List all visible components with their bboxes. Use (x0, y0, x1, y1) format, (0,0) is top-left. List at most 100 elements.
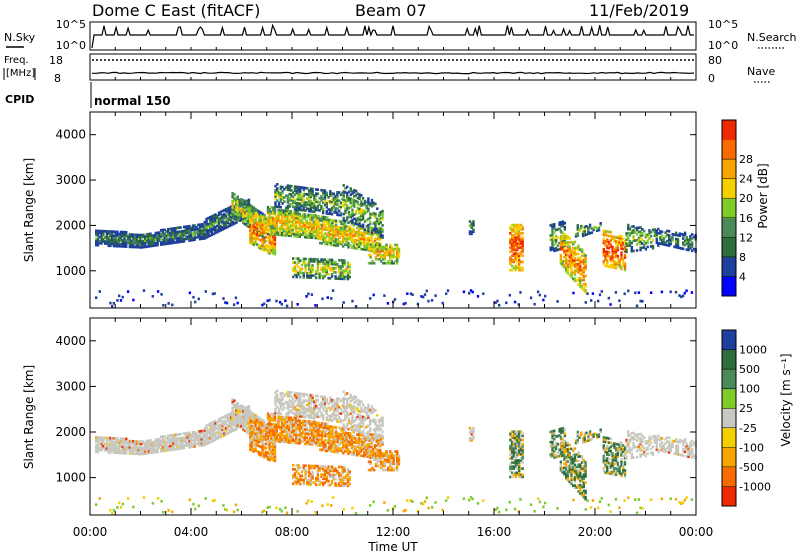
scatter-cell (293, 420, 296, 424)
scatter-cell (273, 246, 277, 250)
scatter-cell (126, 445, 130, 449)
scatter-cell (277, 419, 280, 423)
scatter-cell (321, 297, 324, 301)
scatter-cell (233, 416, 237, 419)
scatter-cell (275, 435, 278, 439)
scatter-cell (152, 442, 156, 446)
scatter-cell (172, 446, 175, 449)
scatter-cell (324, 240, 327, 244)
scatter-cell (270, 250, 273, 254)
scatter-cell (135, 243, 139, 247)
scatter-cell (676, 238, 680, 241)
scatter-cell (119, 445, 123, 449)
scatter-cell (257, 428, 261, 432)
scatter-cell (576, 234, 579, 237)
scatter-cell (191, 224, 195, 228)
scatter-cell (514, 266, 517, 270)
scatter-cell (270, 445, 273, 448)
scatter-cell (135, 235, 139, 239)
scatter-cell (345, 239, 348, 243)
scatter-cell (193, 434, 196, 438)
scatter-cell (217, 420, 221, 423)
scatter-cell (641, 238, 644, 241)
scatter-cell (623, 264, 627, 268)
scatter-cell (298, 219, 301, 222)
scatter-cell (105, 232, 109, 235)
scatter-cell (109, 240, 112, 244)
scatter-cell (299, 394, 302, 398)
scatter-cell (292, 191, 295, 194)
scatter-cell (575, 263, 578, 266)
scatter-cell (205, 440, 208, 444)
scatter-cell (297, 259, 300, 263)
scatter-cell (607, 242, 611, 246)
scatter-cell (369, 214, 372, 218)
scatter-cell (307, 397, 311, 401)
scatter-cell (300, 431, 303, 435)
scatter-cell (338, 191, 341, 194)
scatter-cell (343, 231, 347, 234)
scatter-cell (272, 427, 275, 431)
scatter-cell (297, 265, 300, 269)
scatter-cell (302, 413, 305, 417)
scatter-cell (280, 434, 284, 437)
scatter-cell (306, 413, 309, 417)
scatter-cell (570, 259, 573, 262)
scatter-cell (245, 213, 248, 217)
scatter-cell (224, 301, 227, 304)
scatter-cell (261, 427, 264, 430)
scatter-cell (657, 227, 660, 231)
scatter-cell (560, 225, 563, 228)
scatter-cell (322, 270, 325, 274)
scatter-cell (186, 444, 189, 447)
scatter-cell (293, 423, 296, 426)
scatter-cell (358, 215, 361, 219)
scatter-cell (256, 419, 259, 422)
scatter-cell (351, 212, 354, 216)
scatter-cell (519, 238, 523, 241)
scatter-cell (334, 271, 337, 274)
scatter-cell (191, 226, 195, 230)
scatter-cell (167, 302, 170, 305)
scatter-cell (221, 422, 224, 426)
scatter-cell (320, 199, 323, 202)
scatter-cell (566, 267, 570, 271)
scatter-cell (210, 215, 214, 218)
scatter-cell (379, 227, 382, 231)
scatter-cell (666, 233, 669, 237)
scatter-cell (242, 428, 245, 431)
scatter-cell (188, 435, 191, 439)
scatter-cell (375, 241, 378, 245)
scatter-cell (313, 274, 316, 277)
scatter-cell (614, 242, 618, 245)
scatter-cell (165, 240, 168, 244)
scatter-cell (298, 439, 301, 443)
scatter-cell (577, 277, 580, 280)
scatter-cell (254, 449, 257, 452)
scatter-cell (309, 420, 312, 423)
scatter-cell (303, 419, 307, 423)
scatter-cell (307, 276, 311, 279)
scatter-cell (668, 230, 671, 233)
scatter-cell (302, 421, 305, 425)
scatter-cell (174, 227, 177, 230)
scatter-cell (584, 264, 587, 268)
scatter-cell (343, 227, 347, 230)
scatter-cell (151, 441, 154, 444)
scatter-cell (345, 235, 348, 239)
scatter-cell (292, 195, 295, 198)
scatter-cell (98, 436, 101, 439)
scatter-cell (577, 271, 580, 274)
scatter-cell (266, 424, 270, 428)
scatter-cell (563, 249, 566, 253)
scatter-cell (265, 223, 268, 227)
scatter-cell (198, 442, 202, 445)
scatter-cell (509, 256, 512, 260)
scatter-cell (551, 239, 554, 243)
scatter-cell (193, 226, 196, 229)
scatter-cell (625, 242, 628, 246)
scatter-cell (245, 211, 248, 215)
scatter-cell (336, 211, 339, 215)
scatter-cell (158, 446, 161, 449)
scatter-cell (247, 206, 250, 210)
